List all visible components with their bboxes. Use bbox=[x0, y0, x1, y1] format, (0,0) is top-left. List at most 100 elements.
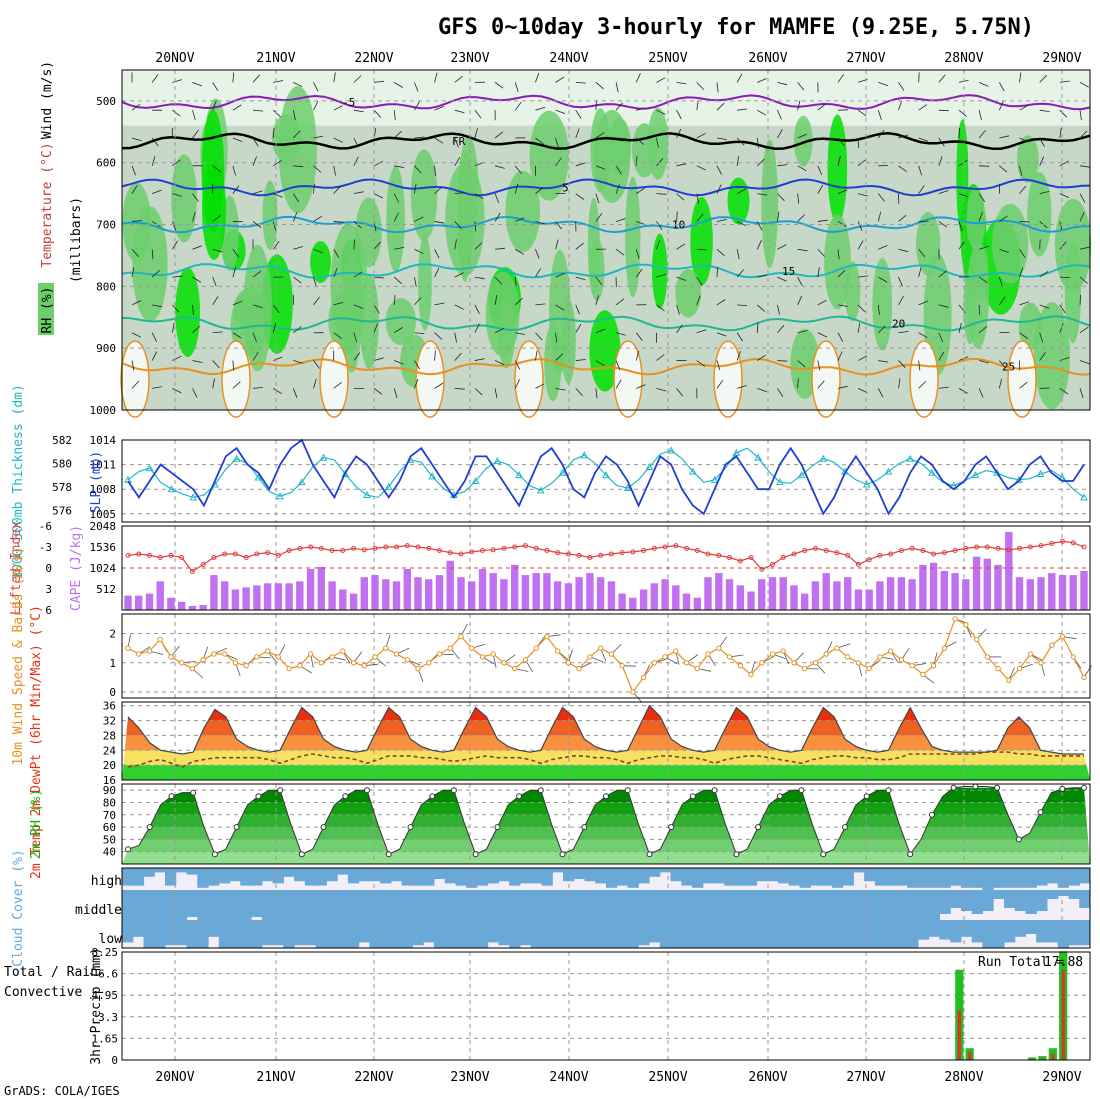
cloud-bar bbox=[455, 890, 467, 920]
wind-speed-point bbox=[136, 651, 142, 657]
cloud-bar bbox=[681, 868, 693, 886]
wind-barb bbox=[272, 388, 282, 395]
pressure-tick: 900 bbox=[96, 342, 116, 355]
cloud-bar bbox=[982, 920, 994, 948]
cape-bar bbox=[285, 583, 293, 610]
thickness-point bbox=[254, 473, 263, 481]
wind-barb bbox=[434, 186, 443, 194]
rh-plume bbox=[631, 123, 657, 178]
precip-legend-convective: Convective bbox=[4, 985, 82, 1000]
wind-barb bbox=[232, 104, 242, 111]
cloud-bar bbox=[1068, 890, 1080, 899]
wind-barb bbox=[1039, 304, 1050, 309]
wind-barb bbox=[999, 360, 1006, 369]
rh-plume bbox=[651, 233, 668, 309]
isotherm-label: -5 bbox=[342, 96, 355, 109]
cloud-bar bbox=[670, 868, 682, 882]
cape-bar bbox=[951, 573, 959, 610]
cloud-bar bbox=[853, 868, 865, 873]
lifted-index-point bbox=[1027, 544, 1033, 550]
cloud-bar bbox=[606, 890, 618, 920]
cape-bar bbox=[263, 583, 272, 610]
wind-barb bbox=[353, 137, 359, 148]
wind-barb bbox=[151, 156, 156, 166]
lifted-index-point bbox=[1049, 541, 1055, 546]
wind-barb bbox=[515, 248, 525, 255]
wind-barb bbox=[635, 73, 641, 83]
lifted-index-point bbox=[931, 551, 937, 557]
wind-barb bbox=[1059, 221, 1063, 232]
cloud-bar bbox=[917, 890, 930, 920]
lifted-index-tick: -6 bbox=[39, 520, 52, 533]
wind-barb bbox=[837, 73, 845, 83]
wind-barb bbox=[757, 274, 768, 278]
cloud-bar bbox=[745, 868, 758, 886]
wind-barb bbox=[474, 304, 480, 314]
wind-speed-point bbox=[404, 657, 410, 663]
wind-barb bbox=[353, 75, 362, 83]
cape-bar bbox=[446, 560, 454, 610]
wind-barb bbox=[1059, 160, 1069, 167]
pressure-tick: 1000 bbox=[90, 404, 117, 417]
lifted-index-point bbox=[232, 551, 238, 557]
lifted-index-point bbox=[297, 545, 303, 551]
cloud-bar bbox=[616, 890, 629, 920]
wind-barb bbox=[373, 304, 380, 314]
wind-barb bbox=[918, 267, 922, 278]
wind-barb bbox=[756, 240, 762, 250]
wind-barb bbox=[373, 193, 384, 199]
cloud-bar bbox=[864, 920, 876, 948]
wind-barb bbox=[817, 380, 825, 389]
cape-bar bbox=[929, 562, 938, 610]
thickness-point bbox=[775, 478, 784, 486]
cape-bar bbox=[145, 593, 154, 610]
wind-barb bbox=[152, 304, 163, 308]
wind-barb bbox=[736, 73, 743, 83]
wind-speed-point bbox=[501, 660, 507, 666]
lifted-index-point bbox=[1017, 545, 1023, 551]
precip-tick: 4.95 bbox=[92, 989, 119, 1002]
wind-barb bbox=[837, 304, 848, 307]
wind-barb bbox=[736, 249, 740, 260]
rh-plume bbox=[966, 242, 989, 350]
wind-barb bbox=[333, 249, 340, 259]
precip-convective-bar bbox=[1061, 969, 1065, 1060]
wind-barb bbox=[434, 382, 444, 389]
cloud-bar bbox=[412, 920, 424, 946]
cape-bar bbox=[306, 569, 315, 610]
wind-barb bbox=[1079, 212, 1085, 222]
wind-barb bbox=[877, 193, 885, 202]
wind-barb bbox=[1079, 388, 1084, 399]
thickness-point bbox=[993, 468, 1001, 476]
wind-barb bbox=[293, 165, 304, 168]
wind-barb bbox=[595, 360, 605, 367]
wind-barb bbox=[877, 110, 882, 120]
cloud-bar bbox=[960, 868, 973, 888]
wind-barb bbox=[817, 165, 823, 176]
thickness-point bbox=[167, 485, 176, 493]
lifted-index-line bbox=[127, 540, 1085, 573]
wind-barb bbox=[716, 137, 727, 140]
wind-barb bbox=[676, 109, 682, 120]
cloud-bar bbox=[122, 920, 134, 943]
wind-barb bbox=[656, 77, 666, 83]
wind-barb bbox=[1079, 165, 1090, 168]
cloud-bar bbox=[1047, 920, 1059, 943]
wind-speed-point bbox=[512, 665, 518, 672]
rh-point bbox=[624, 787, 631, 794]
cloud-bar bbox=[132, 920, 145, 937]
cloud-bar bbox=[476, 920, 489, 948]
lifted-index-point bbox=[458, 551, 464, 557]
rh-point bbox=[603, 793, 609, 800]
cloud-bar bbox=[1068, 868, 1080, 886]
wind-barb bbox=[918, 360, 921, 371]
cape-bar bbox=[382, 579, 390, 610]
wind-barb bbox=[495, 247, 506, 250]
lifted-index-point bbox=[522, 543, 528, 549]
wind-barb bbox=[958, 240, 966, 250]
wind-barb bbox=[232, 332, 242, 339]
lifted-index-point bbox=[673, 543, 679, 549]
wind-barb bbox=[151, 137, 159, 147]
wind-barb bbox=[615, 184, 620, 194]
slp-tick: 1008 bbox=[90, 483, 117, 496]
